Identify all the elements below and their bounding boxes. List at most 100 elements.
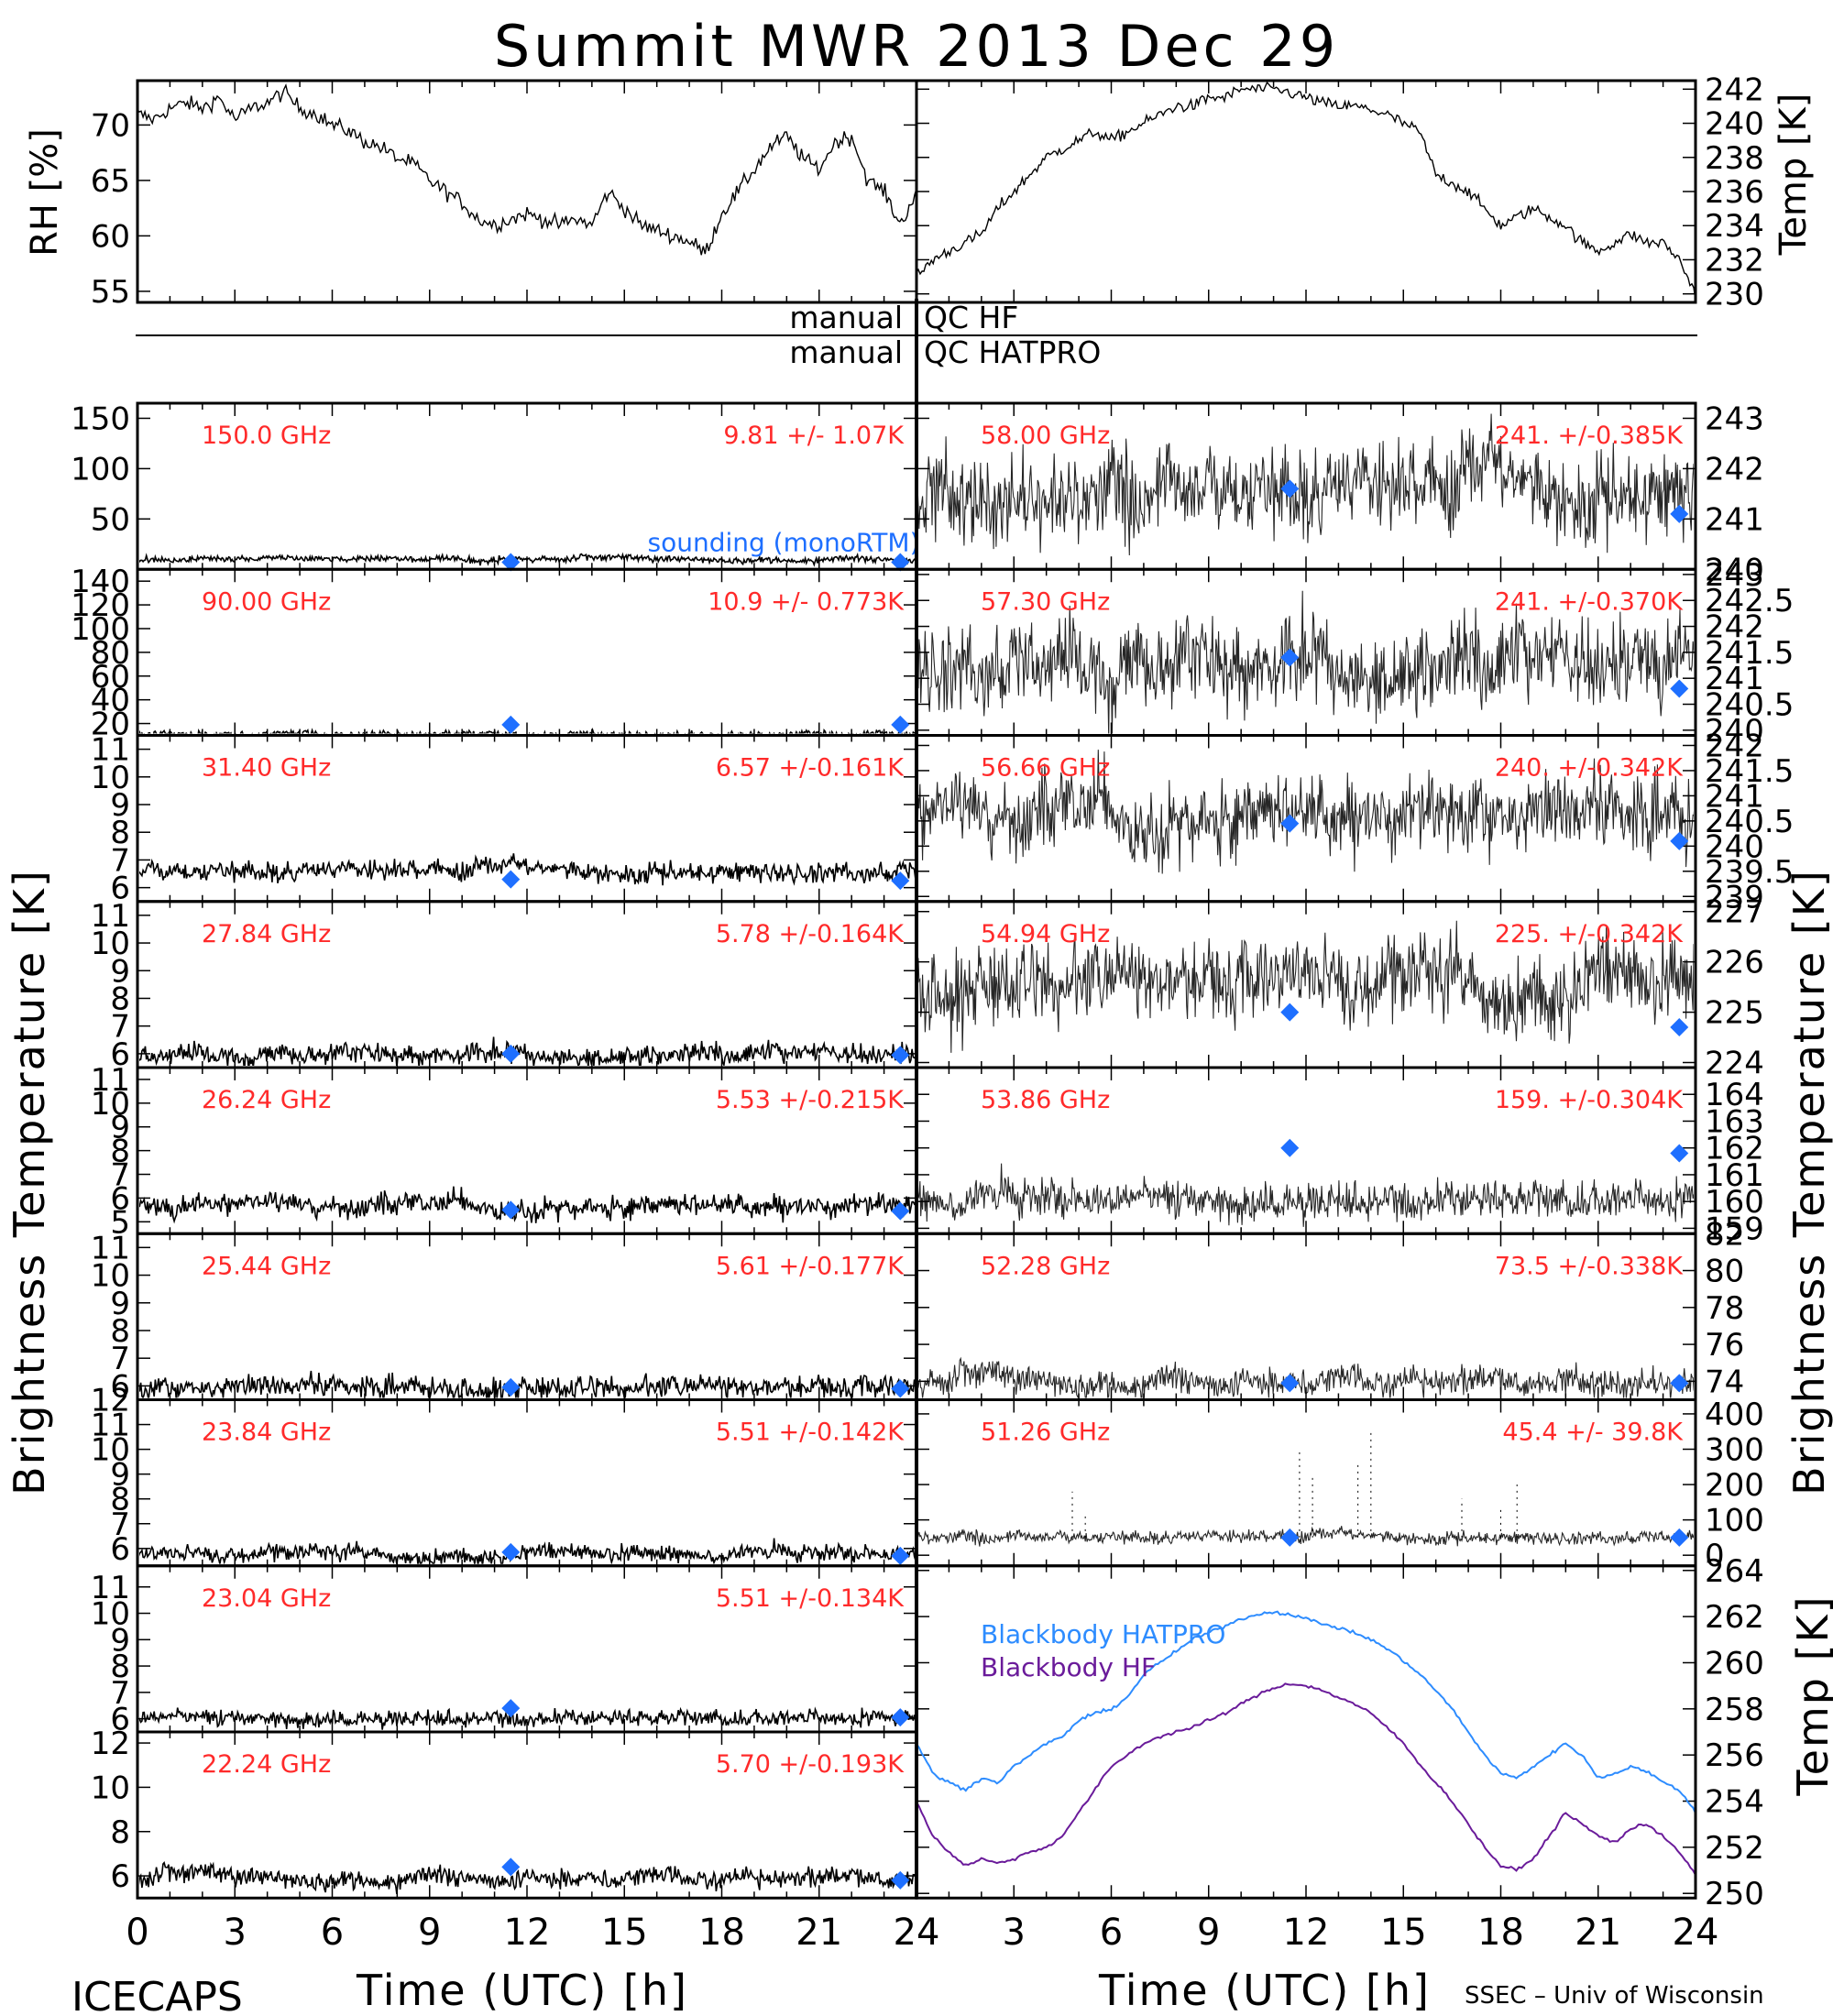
stat-label-hatpro-56.66: 240. +/-0.342K — [1495, 754, 1684, 783]
legend-hf: Blackbody HF — [981, 1652, 1156, 1682]
y-tick-label: 242 — [1705, 71, 1764, 108]
sounding-marker — [891, 1201, 910, 1221]
y-tick-label: 300 — [1705, 1431, 1764, 1468]
stat-label-hatpro-51.26: 45.4 +/- 39.8K — [1502, 1419, 1684, 1447]
stat-label-hatpro-54.94: 225. +/-0.342K — [1495, 920, 1684, 948]
x-tick-label-left: 9 — [418, 1912, 441, 1954]
y-tick-label: 9 — [110, 1622, 130, 1659]
y-tick-label: 227 — [1705, 894, 1764, 931]
y-tick-label: 11 — [91, 1570, 130, 1606]
y-tick-label: 8 — [110, 1482, 130, 1518]
y-tick-label: 241 — [1705, 778, 1764, 815]
y-tick-label: 10 — [91, 1258, 130, 1295]
temp-bottom-axis-title: Temp [K] — [1788, 1594, 1833, 1796]
sounding-marker — [1280, 1003, 1300, 1022]
freq-label-hatpro-53.86: 53.86 GHz — [981, 1086, 1110, 1114]
y-tick-label: 240 — [1705, 552, 1764, 588]
y-tick-label: 20 — [91, 707, 130, 743]
channel-trace-hatpro-51.26 — [918, 1526, 1694, 1547]
page-title: Summit MWR 2013 Dec 29 — [494, 13, 1339, 80]
freq-label-hf-23.04: 23.04 GHz — [202, 1584, 331, 1613]
y-tick-label: 9 — [110, 1286, 130, 1322]
y-tick-label: 11 — [91, 1230, 130, 1266]
x-tick-label-right: 3 — [1003, 1912, 1026, 1954]
sounding-marker — [501, 1857, 521, 1877]
x-tick-label-left: 3 — [224, 1912, 247, 1954]
y-tick-label: 80 — [1705, 1254, 1744, 1290]
freq-label-hatpro-54.94: 54.94 GHz — [981, 920, 1110, 948]
channel-trace-hf-31.40 — [139, 853, 915, 886]
rh-panel: 55 60 65 70 — [91, 81, 917, 311]
y-tick-label: 232 — [1705, 242, 1764, 279]
y-tick-label: 60 — [91, 218, 130, 255]
y-tick-label: 242 — [1705, 451, 1764, 488]
panel-hatpro-54.94: 224 225 226 227 54.94 GHz 225. +/-0.342K — [916, 894, 1764, 1082]
y-tick-label: 55 — [91, 274, 130, 311]
sounding-marker — [1670, 679, 1689, 698]
blackbody-panel-frame — [915, 1564, 1697, 1900]
qc-note-1-left: manual — [789, 300, 903, 335]
y-tick-label: 10 — [91, 760, 130, 796]
channel-trace-hatpro-53.86 — [918, 1163, 1694, 1227]
blackbody-series-hatpro — [916, 1610, 1696, 1814]
freq-label-hf-22.24: 22.24 GHz — [202, 1750, 331, 1779]
y-tick-label: 242 — [1705, 728, 1764, 764]
legend-hatpro: Blackbody HATPRO — [981, 1619, 1225, 1649]
y-tick-label: 0 — [1705, 1538, 1725, 1574]
y-tick-label: 10 — [91, 1432, 130, 1469]
x-tick-label-left: 18 — [698, 1912, 745, 1954]
channel-trace-hf-27.84 — [139, 1036, 915, 1066]
blackbody-series-hf — [916, 1682, 1696, 1876]
y-tick-label: 9 — [110, 1457, 130, 1494]
channel-trace-hf-22.24 — [139, 1861, 915, 1894]
rh-axis-title: RH [%] — [24, 128, 66, 257]
y-tick-label: 82 — [1705, 1216, 1744, 1253]
sounding-marker — [1670, 1374, 1689, 1393]
y-tick-label: 6 — [110, 1702, 130, 1738]
y-tick-label: 8 — [110, 1313, 130, 1350]
panel-data-hatpro-58.00 — [918, 413, 1694, 556]
sounding-legend-label: sounding (monoRTM) — [648, 527, 920, 557]
stat-label-hf-26.24: 5.53 +/-0.215K — [716, 1086, 905, 1114]
stat-label-hf-23.84: 5.51 +/-0.142K — [716, 1419, 905, 1447]
sounding-marker — [1280, 479, 1300, 499]
y-tick-label: 9 — [110, 1110, 130, 1146]
sounding-marker — [501, 1044, 521, 1063]
sounding-marker — [891, 553, 910, 572]
panel-hf-22.24: 6 8 10 12 22.24 GHz 5.70 +/-0.193K — [91, 1726, 917, 1899]
y-tick-label: 241 — [1705, 501, 1764, 538]
panel-data-hf-26.24 — [139, 1186, 915, 1224]
y-tick-label: 7 — [110, 842, 130, 879]
temp-top-axis-title: Temp [K] — [1773, 93, 1815, 257]
x-tick-label-left: 15 — [601, 1912, 648, 1954]
y-tick-label: 6 — [110, 1180, 130, 1217]
y-tick-label: 10 — [91, 1769, 130, 1806]
sounding-marker — [891, 1379, 910, 1398]
y-tick-label: 8 — [110, 1134, 130, 1170]
y-tick-label: 163 — [1705, 1103, 1764, 1140]
y-tick-label: 6 — [110, 871, 130, 907]
channel-trace-hf-26.24 — [139, 1186, 915, 1224]
right-axis-title: Brightness Temperature [K] — [1784, 869, 1833, 1496]
freq-label-hf-31.40: 31.40 GHz — [202, 754, 331, 783]
y-tick-label: 236 — [1705, 174, 1764, 211]
channel-trace-hatpro-54.94 — [918, 920, 1694, 1053]
y-tick-label: 242.5 — [1705, 583, 1794, 619]
y-tick-label: 11 — [91, 732, 130, 769]
y-tick-label: 12 — [91, 1383, 130, 1419]
footer-right-label: SSEC – Univ of Wisconsin — [1465, 1982, 1764, 2010]
channel-trace-hatpro-57.30 — [918, 590, 1694, 734]
qc-note-1-right: QC HF — [924, 300, 1018, 335]
y-tick-label: 225 — [1705, 995, 1764, 1032]
x-tick-label-right: 6 — [1100, 1912, 1123, 1954]
x-tick-label-right: 21 — [1575, 1912, 1621, 1954]
